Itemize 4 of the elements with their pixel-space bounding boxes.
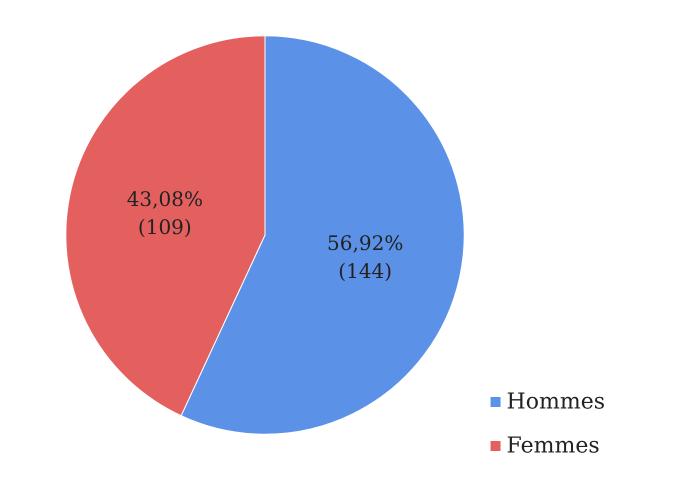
legend-label: Hommes	[506, 390, 606, 414]
legend-label: Femmes	[506, 434, 600, 458]
data-label: 56,92% (144)	[327, 231, 404, 284]
data-label: 43,08% (109)	[126, 186, 203, 239]
